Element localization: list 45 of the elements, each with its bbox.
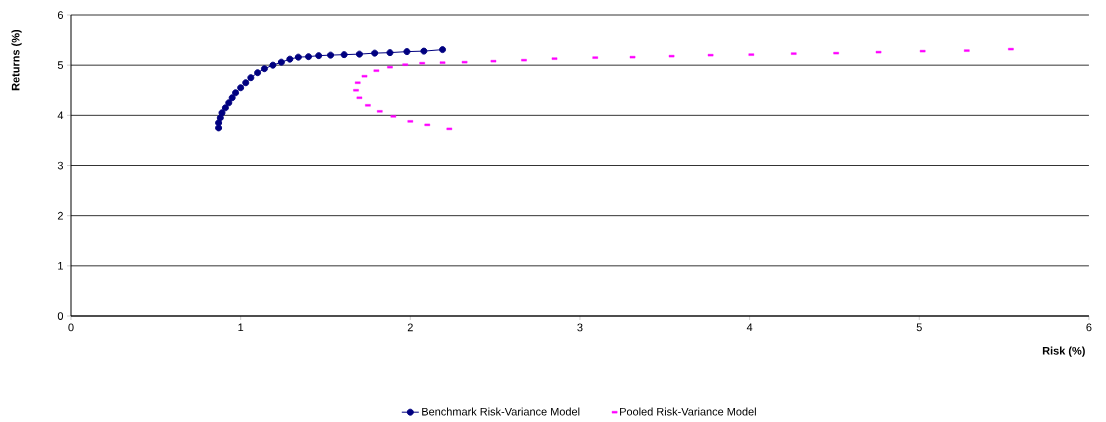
x-tick-label: 6 xyxy=(1086,323,1092,332)
point xyxy=(371,49,379,57)
x-tick-label: 1 xyxy=(238,323,244,332)
point xyxy=(327,51,335,59)
y-tick-label: 1 xyxy=(58,262,63,270)
x-tick-label: 4 xyxy=(746,323,753,332)
y-tick-label: 3 xyxy=(57,161,63,170)
y-tick-label: 6 xyxy=(57,11,63,19)
point xyxy=(439,46,447,54)
point xyxy=(403,48,411,56)
legend-label: Pooled Risk-Variance Model xyxy=(620,407,756,416)
point xyxy=(340,51,348,59)
point xyxy=(294,53,302,61)
point xyxy=(237,84,245,92)
point xyxy=(277,58,285,66)
y-tick-label: 2 xyxy=(57,211,63,220)
point xyxy=(386,49,394,57)
point xyxy=(215,119,223,127)
point xyxy=(355,50,363,58)
point xyxy=(247,74,255,82)
point xyxy=(269,61,277,69)
point xyxy=(215,124,223,132)
point xyxy=(315,52,323,60)
y-tick-label: 0 xyxy=(57,312,64,320)
x-tick-label: 3 xyxy=(577,323,583,332)
point xyxy=(260,65,268,73)
point xyxy=(242,79,250,87)
y-axis-title: Returns (%) xyxy=(11,29,22,91)
point xyxy=(221,104,229,112)
x-tick-label: 2 xyxy=(407,323,413,332)
point xyxy=(232,89,240,97)
point xyxy=(218,109,226,117)
y-tick-label: 5 xyxy=(57,61,64,69)
point xyxy=(286,55,294,63)
point xyxy=(305,53,313,61)
x-tick-label: 0 xyxy=(68,323,74,332)
point xyxy=(254,69,262,77)
point xyxy=(225,99,233,107)
point xyxy=(228,94,236,102)
legend-label: Benchmark Risk-Variance Model xyxy=(422,407,580,416)
y-tick-label: 4 xyxy=(57,111,64,120)
x-tick-label: 5 xyxy=(916,323,922,332)
point xyxy=(420,47,428,55)
x-axis-title: Risk (%) xyxy=(1042,346,1085,357)
point xyxy=(216,114,224,122)
